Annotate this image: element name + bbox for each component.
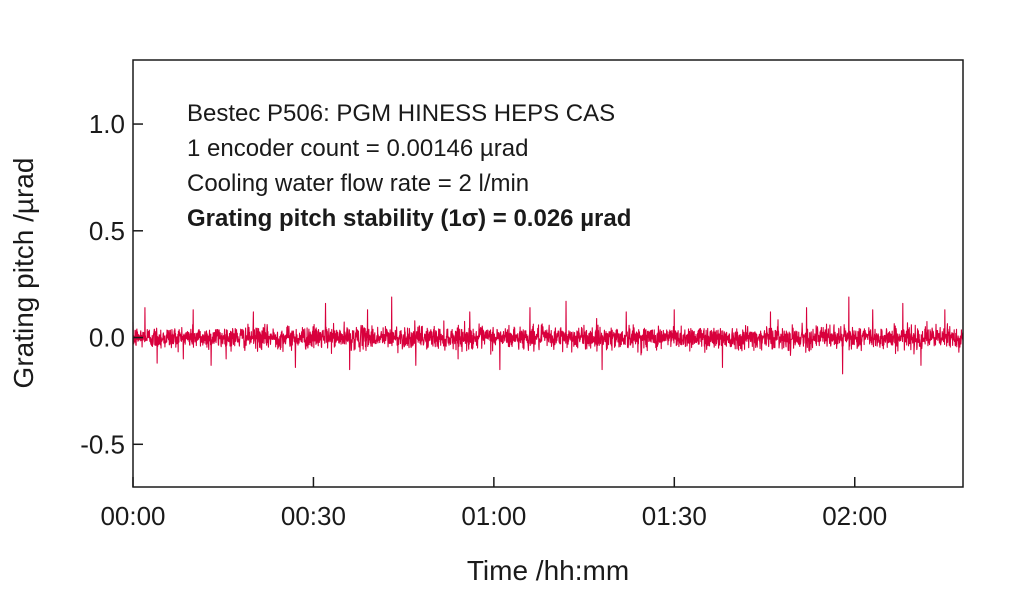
annotation-line-1: Bestec P506: PGM HINESS HEPS CAS <box>187 100 615 127</box>
y-tick-label: 1.0 <box>89 109 125 139</box>
x-axis-title: Time /hh:mm <box>467 555 629 586</box>
data-series-layer <box>132 296 964 375</box>
annotation-line-3: Cooling water flow rate = 2 l/min <box>187 170 529 197</box>
plot-frame <box>132 59 964 488</box>
series-line <box>132 296 964 375</box>
annotation-block: Bestec P506: PGM HINESS HEPS CAS 1 encod… <box>187 100 631 232</box>
y-axis: 1.0 0.5 0.0 -0.5 <box>80 109 143 459</box>
y-tick-label: -0.5 <box>80 429 125 459</box>
y-tick-label: 0.0 <box>89 323 125 353</box>
x-tick-label: 00:00 <box>100 501 165 531</box>
annotation-line-2: 1 encoder count = 0.00146 µrad <box>187 135 528 162</box>
annotation-line-4: Grating pitch stability (1σ) = 0.026 µra… <box>187 205 631 232</box>
y-tick-label: 0.5 <box>89 216 125 246</box>
x-tick-label: 02:00 <box>822 501 887 531</box>
y-axis-title: Grating pitch /µrad <box>8 158 39 389</box>
x-tick-label: 01:30 <box>642 501 707 531</box>
x-tick-label: 01:00 <box>461 501 526 531</box>
x-tick-label: 00:30 <box>281 501 346 531</box>
x-axis: 00:00 00:30 01:00 01:30 02:00 <box>100 477 887 531</box>
